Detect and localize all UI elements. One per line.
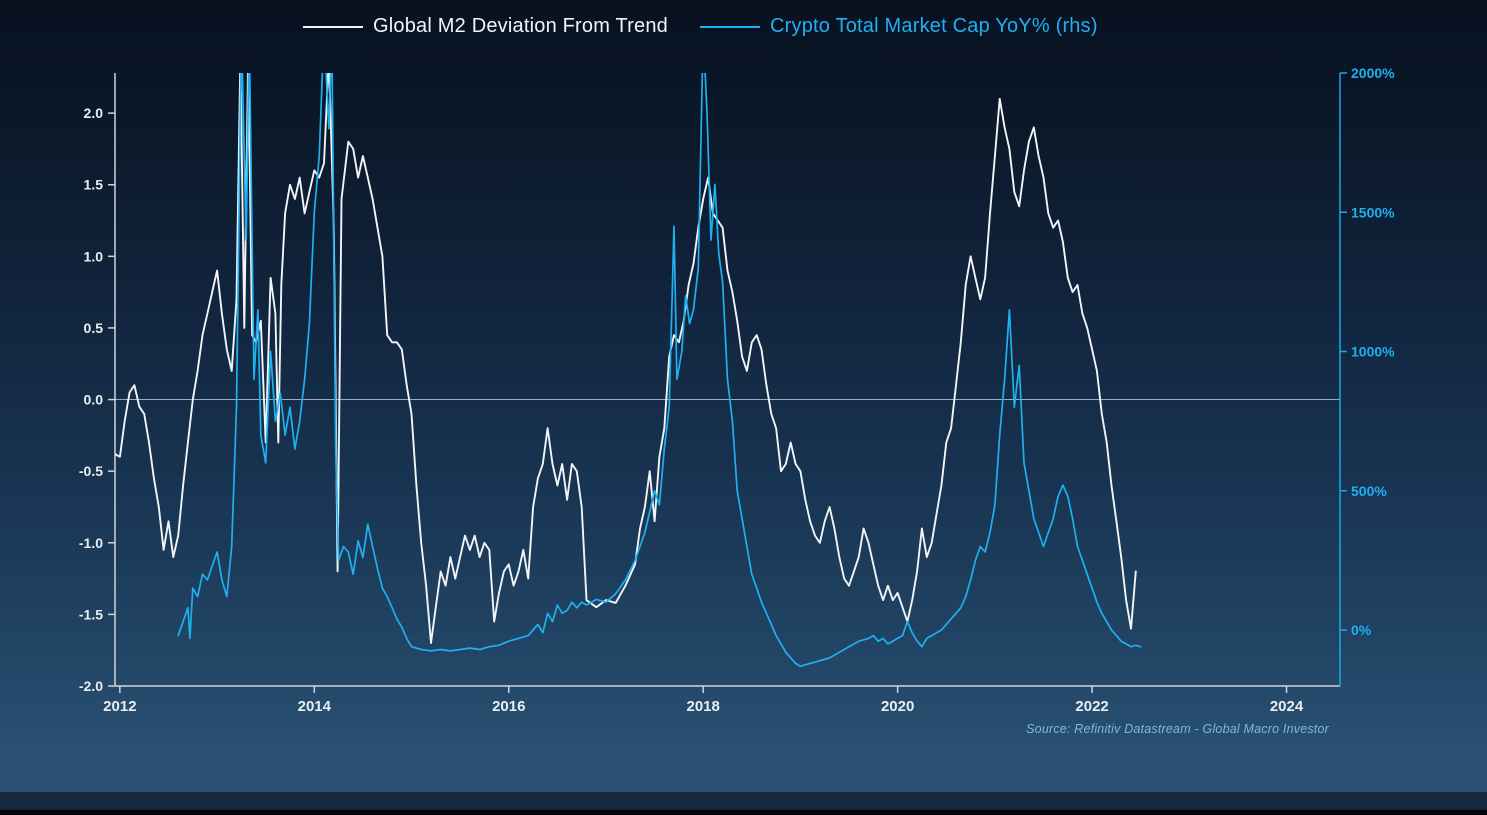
svg-text:0%: 0%	[1351, 622, 1372, 638]
svg-text:0.5: 0.5	[84, 320, 104, 336]
crypto-legend-label: Crypto Total Market Cap YoY% (rhs)	[770, 15, 1098, 37]
legend: Global M2 Deviation From Trend Crypto To…	[303, 15, 1098, 38]
legend-item-crypto: Crypto Total Market Cap YoY% (rhs)	[700, 15, 1098, 38]
svg-text:-1.0: -1.0	[79, 535, 103, 551]
svg-text:1500%: 1500%	[1351, 204, 1395, 220]
svg-text:-2.0: -2.0	[79, 678, 103, 694]
svg-text:2018: 2018	[687, 698, 720, 715]
svg-text:2014: 2014	[298, 698, 332, 715]
svg-text:2020: 2020	[881, 698, 914, 715]
crypto-line-swatch	[700, 25, 761, 28]
svg-text:1.5: 1.5	[84, 177, 104, 193]
svg-text:-1.5: -1.5	[79, 606, 103, 622]
svg-text:2024: 2024	[1270, 698, 1304, 715]
svg-text:2.0: 2.0	[84, 105, 104, 121]
svg-text:-0.5: -0.5	[79, 463, 103, 479]
svg-text:2012: 2012	[103, 698, 136, 715]
footer-band	[0, 792, 1487, 815]
svg-text:500%: 500%	[1351, 483, 1387, 499]
svg-text:1000%: 1000%	[1351, 344, 1395, 360]
svg-text:2022: 2022	[1075, 698, 1108, 715]
legend-item-m2: Global M2 Deviation From Trend	[303, 15, 668, 38]
svg-text:1.0: 1.0	[84, 248, 104, 264]
m2-line-swatch	[303, 25, 363, 28]
source-attribution: Source: Refinitiv Datastream - Global Ma…	[1026, 722, 1329, 736]
svg-text:0.0: 0.0	[84, 392, 104, 408]
svg-text:2000%: 2000%	[1351, 65, 1395, 81]
m2-legend-label: Global M2 Deviation From Trend	[373, 15, 669, 37]
svg-text:2016: 2016	[492, 698, 525, 715]
